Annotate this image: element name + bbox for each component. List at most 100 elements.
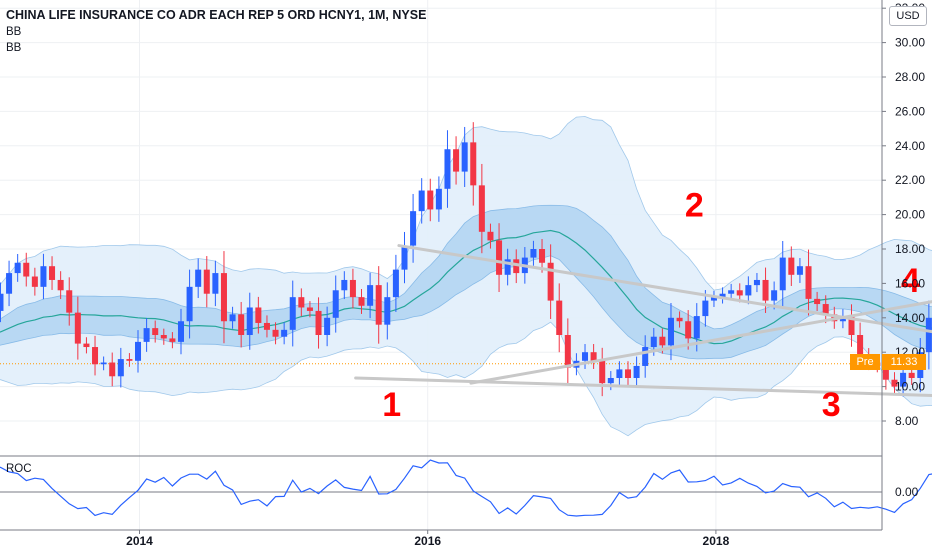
candle-body bbox=[461, 142, 468, 172]
price-tick-label: 22.00 bbox=[895, 173, 925, 187]
candle-body bbox=[667, 317, 674, 346]
candle-body bbox=[220, 273, 227, 322]
candle-body bbox=[796, 266, 803, 275]
candle-body bbox=[908, 372, 915, 378]
wave-label-1: 1 bbox=[382, 386, 401, 424]
candle-body bbox=[100, 362, 107, 365]
candle-body bbox=[435, 188, 442, 210]
candle-body bbox=[728, 290, 735, 294]
candle-body bbox=[143, 328, 150, 342]
candle-body bbox=[805, 266, 812, 299]
time-tick-label: 2014 bbox=[126, 534, 153, 548]
candle-body bbox=[109, 362, 116, 377]
candle-body bbox=[427, 190, 434, 210]
candle-body bbox=[607, 378, 614, 384]
candle-body bbox=[685, 321, 692, 339]
candle-body bbox=[822, 304, 829, 315]
candle-body bbox=[745, 285, 752, 296]
candle-body bbox=[332, 290, 339, 318]
price-tick-label: 16.00 bbox=[895, 276, 925, 290]
candle-body bbox=[891, 379, 898, 387]
candle-body bbox=[6, 273, 13, 294]
candle-body bbox=[23, 262, 30, 277]
candle-body bbox=[57, 279, 64, 291]
candle-body bbox=[92, 347, 99, 365]
candle-body bbox=[298, 297, 305, 308]
last-price-badge: 11.33 bbox=[882, 354, 926, 370]
candle-body bbox=[582, 352, 589, 361]
roc-indicator-label[interactable]: ROC bbox=[6, 463, 32, 475]
price-tick-label: 18.00 bbox=[895, 242, 925, 256]
roc-tick-label: 0.00 bbox=[895, 485, 919, 499]
candle-body bbox=[160, 335, 167, 339]
candle-body bbox=[848, 316, 855, 335]
candle-body bbox=[857, 335, 864, 356]
candle-body bbox=[384, 297, 391, 325]
indicator-label-bb-2[interactable]: BB bbox=[6, 42, 22, 54]
candle-body bbox=[410, 211, 417, 246]
candle-body bbox=[263, 322, 270, 330]
price-tick-label: 26.00 bbox=[895, 104, 925, 118]
candle-body bbox=[401, 245, 408, 270]
candle-body bbox=[771, 290, 778, 301]
candle-body bbox=[556, 300, 563, 335]
candle-body bbox=[547, 262, 554, 301]
candle-body bbox=[736, 290, 743, 296]
candle-body bbox=[349, 279, 356, 298]
candle-body bbox=[126, 359, 133, 361]
wave-label-3: 3 bbox=[822, 386, 841, 424]
candle-body bbox=[753, 279, 760, 286]
candle-body bbox=[633, 365, 640, 378]
candle-body bbox=[719, 293, 726, 298]
candle-body bbox=[788, 257, 795, 275]
candle-body bbox=[925, 317, 932, 353]
candle-body bbox=[186, 286, 193, 322]
candle-body bbox=[306, 307, 313, 311]
candle-body bbox=[177, 321, 184, 342]
candle-body bbox=[444, 149, 451, 189]
candle-body bbox=[203, 269, 210, 294]
candle-body bbox=[814, 298, 821, 305]
candle-body bbox=[882, 365, 889, 380]
candle-body bbox=[152, 328, 159, 335]
candle-body bbox=[212, 273, 219, 294]
candle-body bbox=[83, 343, 90, 348]
candle-body bbox=[470, 142, 477, 186]
candle-body bbox=[289, 297, 296, 330]
price-tick-label: 10.00 bbox=[895, 380, 925, 394]
price-tick-label: 28.00 bbox=[895, 70, 925, 84]
candle-body bbox=[642, 347, 649, 366]
candle-body bbox=[478, 185, 485, 232]
candle-body bbox=[324, 317, 331, 335]
candle-body bbox=[762, 279, 769, 301]
candle-body bbox=[135, 341, 142, 361]
trendline bbox=[397, 244, 932, 334]
candle-body bbox=[246, 307, 253, 335]
candle-body bbox=[779, 257, 786, 291]
time-tick-label: 2016 bbox=[414, 534, 441, 548]
trendline bbox=[354, 376, 932, 397]
candle-body bbox=[693, 316, 700, 339]
candle-body bbox=[539, 249, 546, 263]
candle-body bbox=[513, 259, 520, 274]
candle-body bbox=[659, 336, 666, 346]
indicator-label-bb-1[interactable]: BB bbox=[6, 26, 22, 38]
candle-body bbox=[367, 285, 374, 306]
candle-body bbox=[487, 231, 494, 241]
candle-body bbox=[453, 149, 460, 172]
candle-body bbox=[238, 314, 245, 335]
candle-body bbox=[375, 285, 382, 325]
candle-body bbox=[590, 352, 597, 361]
candle-body bbox=[281, 329, 288, 337]
candle-body bbox=[117, 359, 124, 377]
candle-body bbox=[616, 369, 623, 378]
currency-button[interactable]: USD bbox=[889, 6, 927, 26]
candle-body bbox=[31, 276, 38, 287]
bb-basis-line bbox=[0, 229, 932, 345]
wave-label-4: 4 bbox=[901, 262, 920, 300]
candle-body bbox=[358, 297, 365, 306]
candle-body bbox=[418, 190, 425, 212]
candle-body bbox=[195, 269, 202, 287]
candle-body bbox=[66, 290, 73, 313]
